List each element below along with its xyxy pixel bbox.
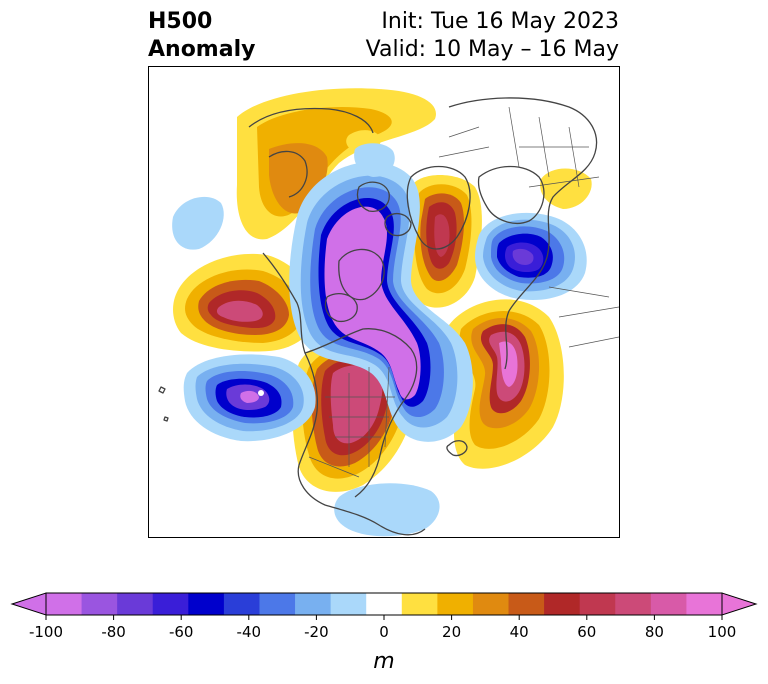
valid-period: Valid: 10 May – 16 May (365, 37, 619, 62)
colorbar-tick-label: 20 (442, 623, 461, 641)
colorbar-tick-label: 0 (379, 623, 389, 641)
colorbar-canvas: -100 -80 -60 -40 -20 0 20 40 60 80 100 m (10, 592, 758, 674)
colorbar-cell (152, 593, 189, 615)
coastlines (158, 97, 598, 536)
negative-anomaly-northeast (475, 212, 587, 300)
colorbar-tick-label: 80 (645, 623, 664, 641)
colorbar-unit-label: m (373, 649, 394, 674)
colorbar-tick-label: -40 (237, 623, 262, 641)
colorbar-extend-over (721, 592, 758, 616)
colorbar-tick-label: -20 (304, 623, 329, 641)
title-right: Init: Tue 16 May 2023 Valid: 10 May – 16… (366, 8, 619, 64)
title-field-type: Anomaly (148, 37, 256, 62)
colorbar-cell (366, 593, 403, 615)
negative-anomaly-south (334, 483, 440, 537)
positive-anomaly-pacific (173, 253, 318, 352)
colorbar-cell (330, 593, 367, 615)
colorbar-extend-under (10, 592, 47, 616)
colorbar-cell (437, 593, 474, 615)
colorbar: -100 -80 -60 -40 -20 0 20 40 60 80 100 m (0, 588, 768, 678)
init-time: Init: Tue 16 May 2023 (381, 9, 619, 34)
colorbar-cell (615, 593, 652, 615)
anomaly-map (148, 66, 620, 538)
negative-anomaly-pacific (183, 354, 316, 442)
positive-anomaly-northeast-small (540, 168, 592, 209)
colorbar-ticks: -100 -80 -60 -40 -20 0 20 40 60 80 100 (29, 615, 736, 641)
colorbar-cell (259, 593, 296, 615)
colorbar-cell (295, 593, 332, 615)
colorbar-tick-label: 60 (577, 623, 596, 641)
colorbar-tick-label: -60 (169, 623, 194, 641)
colorbar-tick-label: -80 (101, 623, 126, 641)
negative-anomaly-polar (289, 162, 473, 442)
colorbar-tick-label: -100 (29, 623, 63, 641)
colorbar-cell (223, 593, 260, 615)
title-variable: H500 (148, 9, 213, 34)
colorbar-cell (544, 593, 581, 615)
colorbar-cell (472, 593, 510, 615)
colorbar-cell (81, 593, 118, 615)
colorbar-cell (117, 593, 154, 615)
political-borders (308, 106, 619, 478)
colorbar-cell (188, 593, 225, 615)
colorbar-cell (650, 593, 687, 615)
colorbar-cell (508, 593, 545, 615)
colorbar-cell (46, 593, 83, 615)
title-left: H500 Anomaly (148, 8, 255, 64)
colorbar-tick-label: 40 (510, 623, 529, 641)
positive-anomaly-central-asia (446, 299, 564, 469)
colorbar-cells (10, 592, 758, 616)
anomaly-map-canvas (158, 88, 619, 537)
colorbar-tick-label: 100 (708, 623, 737, 641)
negative-anomaly-greenland-small (354, 143, 395, 177)
negative-anomaly-aleutian-small (172, 196, 224, 250)
colorbar-cell (579, 593, 616, 615)
colorbar-cell (401, 593, 438, 615)
colorbar-cell (686, 593, 723, 615)
